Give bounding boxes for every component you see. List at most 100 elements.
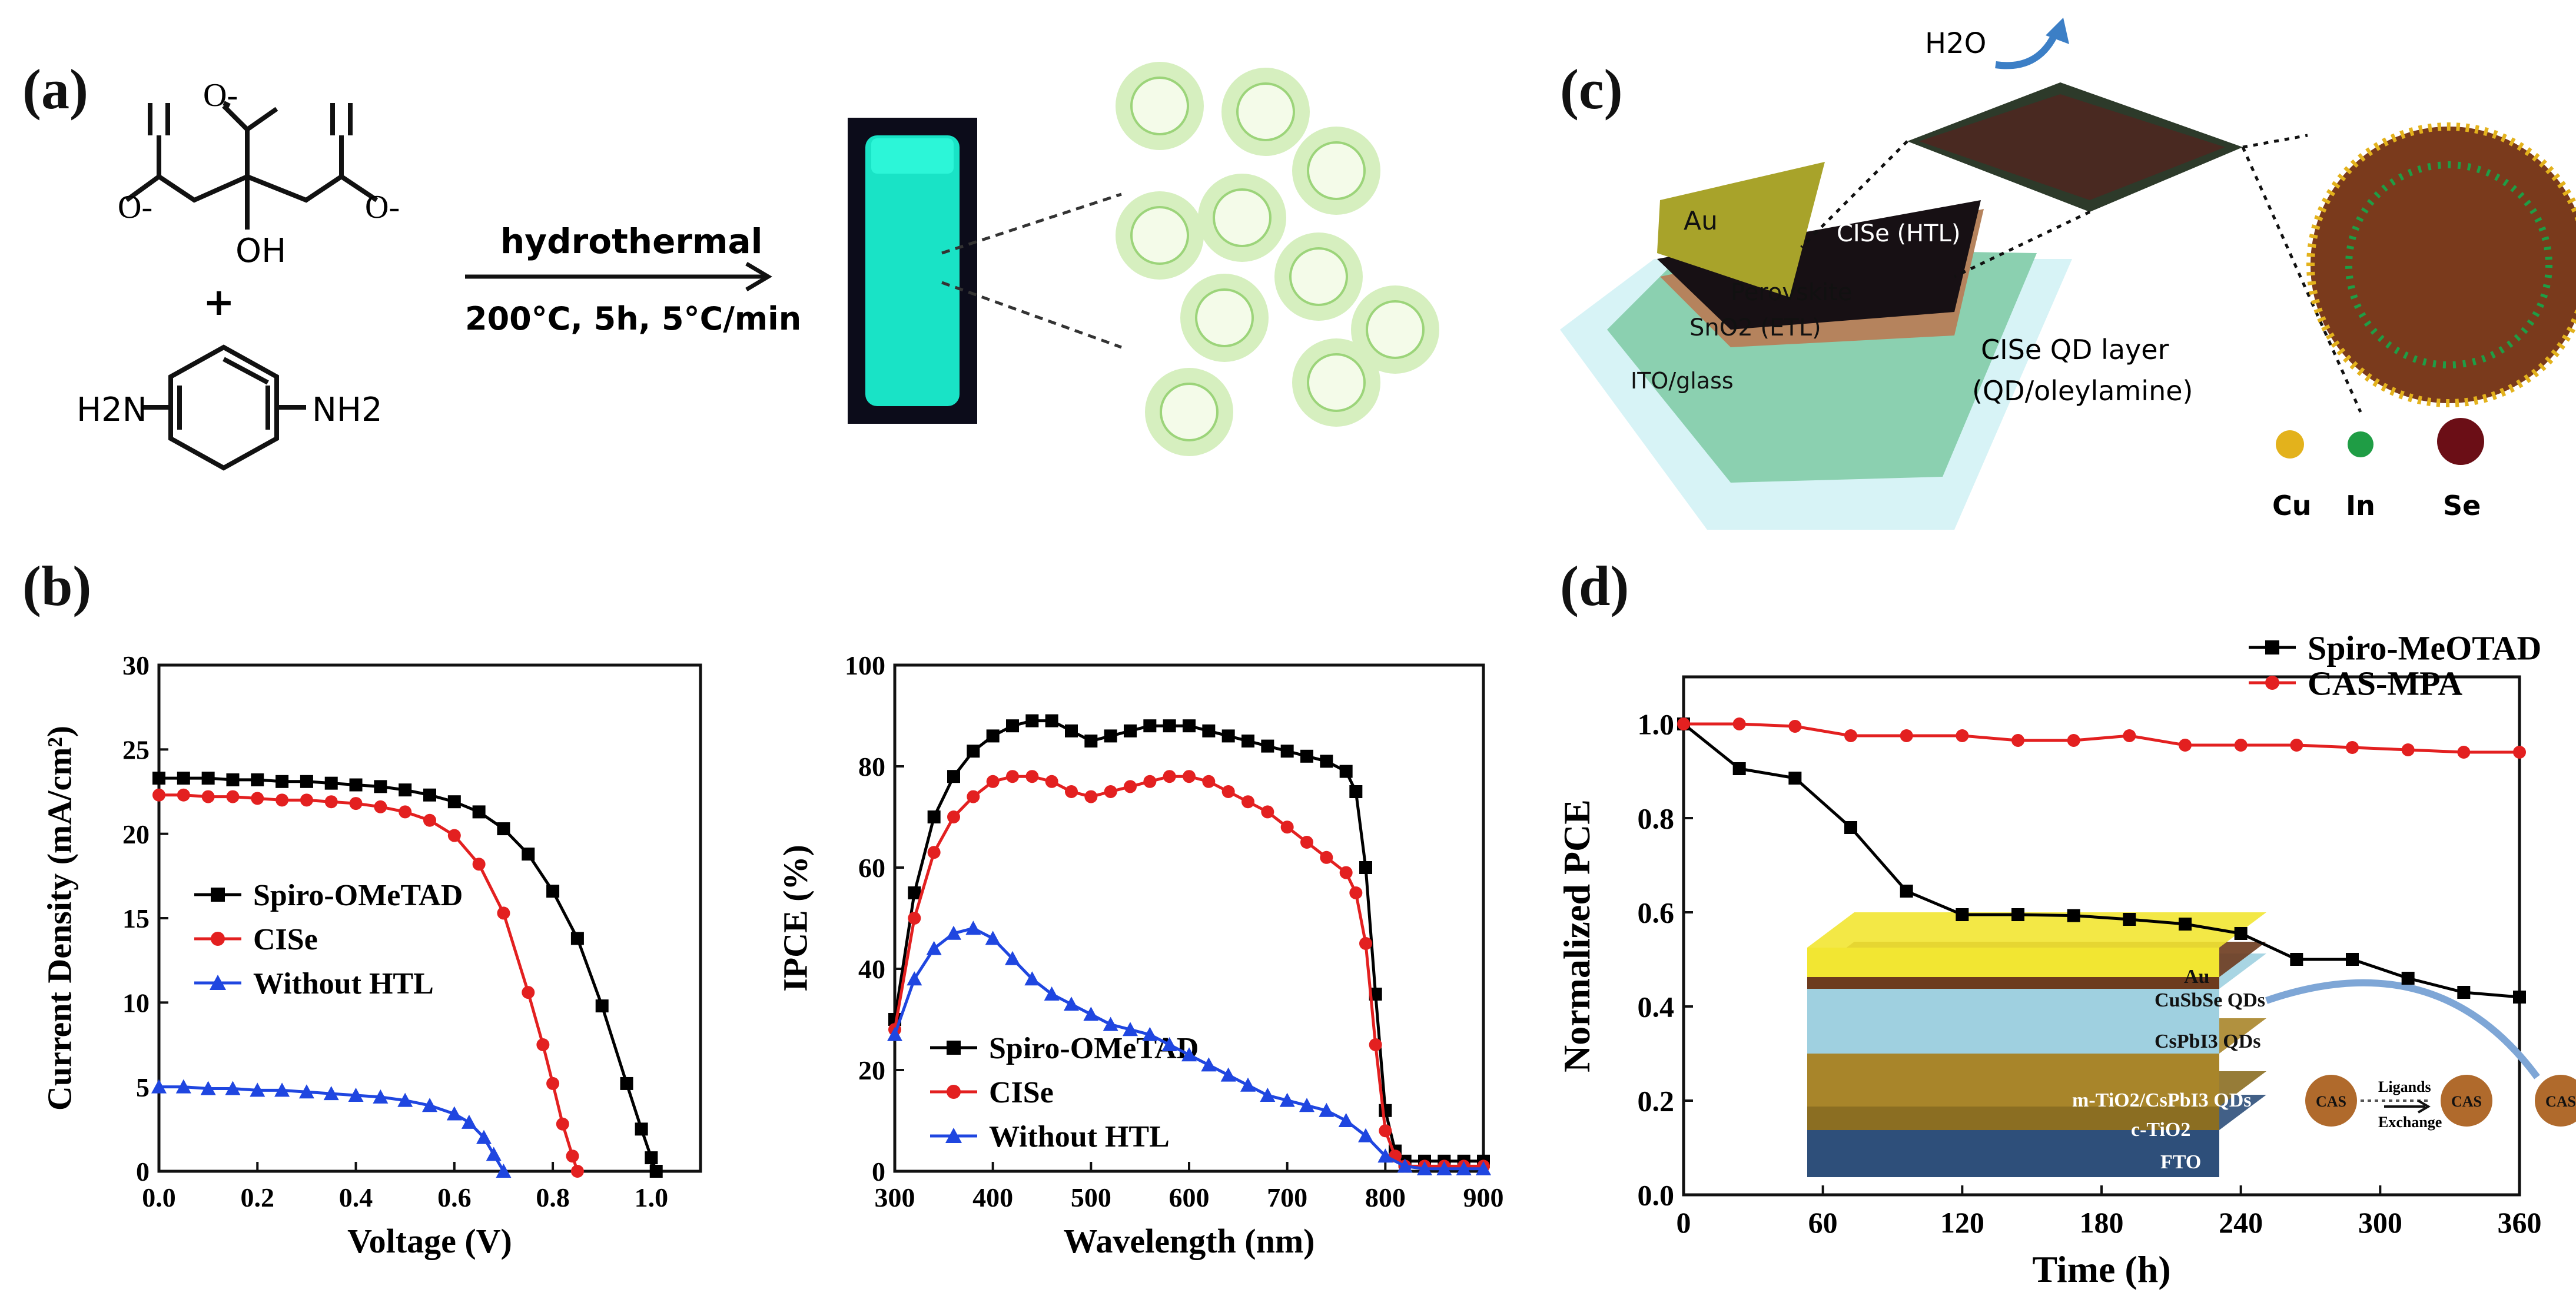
ipce-point [908, 912, 921, 925]
stability-legend-label: CAS-MPA [2308, 664, 2462, 702]
ipce-point [1320, 755, 1333, 768]
jv-point [546, 1077, 560, 1090]
reaction-arrowhead [745, 261, 772, 292]
panel-label-a: (a) [22, 58, 88, 121]
jv-x-tick-label: 0.2 [241, 1182, 275, 1212]
jv-y-tick-label: 5 [136, 1072, 150, 1102]
amine-right-label: NH2 [312, 391, 383, 429]
ipce-point [1124, 780, 1137, 793]
ipce-point [1045, 714, 1058, 727]
ipce-point [926, 941, 942, 955]
jv-point [497, 906, 510, 920]
stability-point [2179, 918, 2192, 931]
stability-point [2401, 972, 2415, 985]
jv-x-tick-label: 0.8 [536, 1182, 570, 1212]
ipce-point [947, 770, 960, 783]
ipce-point [1476, 1161, 1491, 1175]
ipce-point [1143, 719, 1157, 733]
ipce-point [1300, 836, 1313, 849]
ipce-y-tick-label: 40 [858, 954, 885, 984]
ipce-point [1299, 1098, 1314, 1112]
jv-point [300, 793, 313, 807]
layer-label-cise: CISe (HTL) [1837, 220, 1960, 247]
jv-x-tick-label: 0.0 [142, 1182, 176, 1212]
stability-point [1788, 720, 1802, 733]
citrate-charge-left: O- [118, 189, 152, 225]
jv-point [446, 1106, 462, 1121]
jv-point [472, 805, 486, 819]
stability-y-tick-label: 0.2 [1638, 1085, 1675, 1118]
ipce-point [1006, 719, 1019, 733]
vial-glow [865, 135, 960, 406]
jv-point [422, 1098, 437, 1112]
stability-x-tick-label: 300 [2358, 1206, 2402, 1239]
water-arrowhead [2046, 18, 2069, 44]
atom-label-se: Se [2443, 490, 2481, 521]
ipce-chart: 300 400 500 600 700 800 900 0 20 40 60 80 100 Wavelen… [777, 650, 1504, 1260]
arrow-label-top: hydrothermal [500, 221, 762, 261]
ipce-x-tick-label: 300 [875, 1182, 915, 1212]
ipce-point [1065, 785, 1078, 798]
stability-point [2011, 734, 2024, 747]
ipce-point [1379, 1104, 1392, 1117]
ipce-point [908, 886, 921, 899]
inset-layer-1 [1807, 1107, 2219, 1130]
ipce-point [1201, 1057, 1217, 1072]
stability-point [1900, 885, 1913, 898]
jv-point [635, 1122, 648, 1136]
ipce-legend-label: CISe [989, 1076, 1054, 1109]
jv-point [546, 885, 560, 898]
ipce-x-tick-label: 400 [972, 1182, 1013, 1212]
jv-point [348, 1088, 364, 1102]
layer-label-etl: SnO2 (ETL) [1689, 314, 1821, 341]
inset-layer-label-4: c-TiO2 [2131, 1119, 2190, 1141]
jv-point [556, 1117, 569, 1131]
ipce-point [1183, 770, 1196, 783]
stability-chart: 0 60 120 180 240 300 360 0.0 0.2 0.4 0.6 0.8 1.0 Time… [1556, 629, 2576, 1290]
ipce-point [1359, 937, 1372, 950]
ipce-point [1221, 729, 1235, 743]
layer-label-au: Au [1684, 206, 1718, 236]
jv-y-tick-label: 30 [122, 650, 150, 680]
stability-point [1900, 729, 1913, 742]
ipce-point [1163, 719, 1176, 733]
panel-a-schematic: O- O- O- OH + H2N NH2 hydrothermal 200°C… [77, 62, 1439, 471]
stability-point [2234, 927, 2248, 940]
stability-point [2401, 743, 2415, 756]
jv-point [226, 773, 240, 786]
stability-legend-label: Spiro-MeOTAD [2308, 629, 2541, 667]
jv-point [595, 999, 609, 1013]
stability-point [2123, 729, 2136, 742]
jv-point [374, 800, 387, 813]
ipce-point [1436, 1161, 1452, 1175]
stability-point [2290, 953, 2303, 966]
amine-left-label: H2N [77, 391, 147, 429]
stability-point [2290, 739, 2303, 752]
ipce-point [887, 1026, 902, 1041]
ipce-point [1397, 1158, 1413, 1173]
jv-point [251, 773, 264, 786]
ipce-point [1161, 1037, 1177, 1051]
jv-point [275, 775, 289, 788]
atom-in-icon [2348, 431, 2373, 457]
inset-layer-2 [1807, 1054, 2219, 1107]
ipce-point [1349, 785, 1363, 798]
stability-point [2179, 739, 2192, 752]
inset-layer-label-2: CsPbI3 QDs [2155, 1031, 2260, 1052]
ipce-point [1220, 1067, 1236, 1082]
ipce-point [1260, 1088, 1276, 1102]
ipce-plot-frame [893, 663, 1485, 1173]
jv-point [201, 790, 215, 803]
jv-point [250, 1082, 265, 1097]
ligand-label-top: Ligands [2378, 1078, 2431, 1095]
stability-y-tick-label: 0.0 [1638, 1179, 1675, 1212]
jv-point [225, 1081, 241, 1095]
ipce-point [967, 745, 980, 758]
jv-point [300, 775, 313, 788]
jv-legend-marker [210, 975, 226, 990]
stability-x-tick-label: 180 [2080, 1206, 2124, 1239]
jv-point [349, 778, 363, 792]
jv-point [151, 1079, 167, 1094]
ipce-point [1261, 805, 1274, 819]
jv-point [566, 1149, 579, 1163]
